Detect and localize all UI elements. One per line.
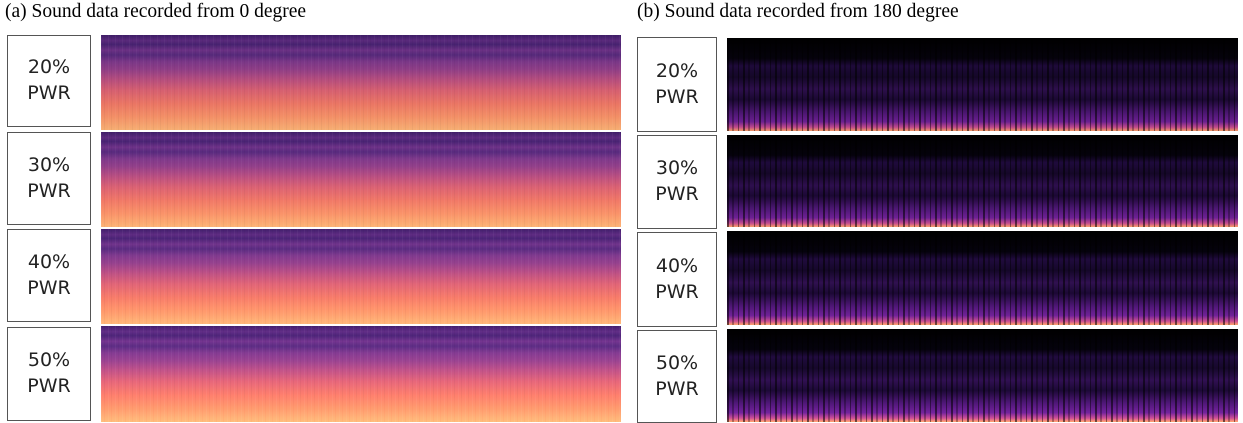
label-line: 20% bbox=[27, 56, 71, 79]
label-line: PWR bbox=[27, 179, 71, 202]
label-line: 50% bbox=[655, 351, 699, 374]
label-line: 40% bbox=[27, 250, 71, 273]
power-label: 30% PWR bbox=[7, 132, 91, 225]
spectrogram bbox=[727, 231, 1238, 325]
power-label: 50% PWR bbox=[7, 327, 91, 421]
label-line: 30% bbox=[27, 153, 71, 176]
label-line: PWR bbox=[655, 280, 699, 303]
label-line: PWR bbox=[27, 375, 71, 397]
power-label: 20% PWR bbox=[637, 37, 717, 132]
spectrogram bbox=[101, 229, 621, 324]
label-line: 40% bbox=[655, 254, 699, 277]
power-label: 30% PWR bbox=[637, 135, 717, 229]
label-line: PWR bbox=[655, 183, 699, 205]
spectrogram bbox=[727, 38, 1238, 131]
spectrogram bbox=[727, 329, 1238, 422]
label-line: PWR bbox=[655, 377, 699, 400]
label-line: PWR bbox=[27, 276, 71, 299]
power-label: 40% PWR bbox=[7, 229, 91, 322]
power-label: 50% PWR bbox=[637, 330, 717, 423]
panel-title: (a) Sound data recorded from 0 degree bbox=[5, 1, 307, 22]
label-line: PWR bbox=[655, 85, 699, 108]
spectrogram bbox=[727, 135, 1238, 227]
label-line: 20% bbox=[655, 59, 699, 82]
panel-title: (b) Sound data recorded from 180 degree bbox=[637, 1, 959, 22]
label-line: 30% bbox=[655, 157, 699, 180]
power-label: 40% PWR bbox=[637, 232, 717, 327]
label-line: 50% bbox=[27, 349, 71, 372]
spectrogram bbox=[101, 326, 621, 422]
spectrogram bbox=[101, 35, 621, 130]
power-label: 20% PWR bbox=[7, 35, 91, 127]
label-line: PWR bbox=[27, 82, 71, 104]
spectrogram bbox=[101, 132, 621, 227]
